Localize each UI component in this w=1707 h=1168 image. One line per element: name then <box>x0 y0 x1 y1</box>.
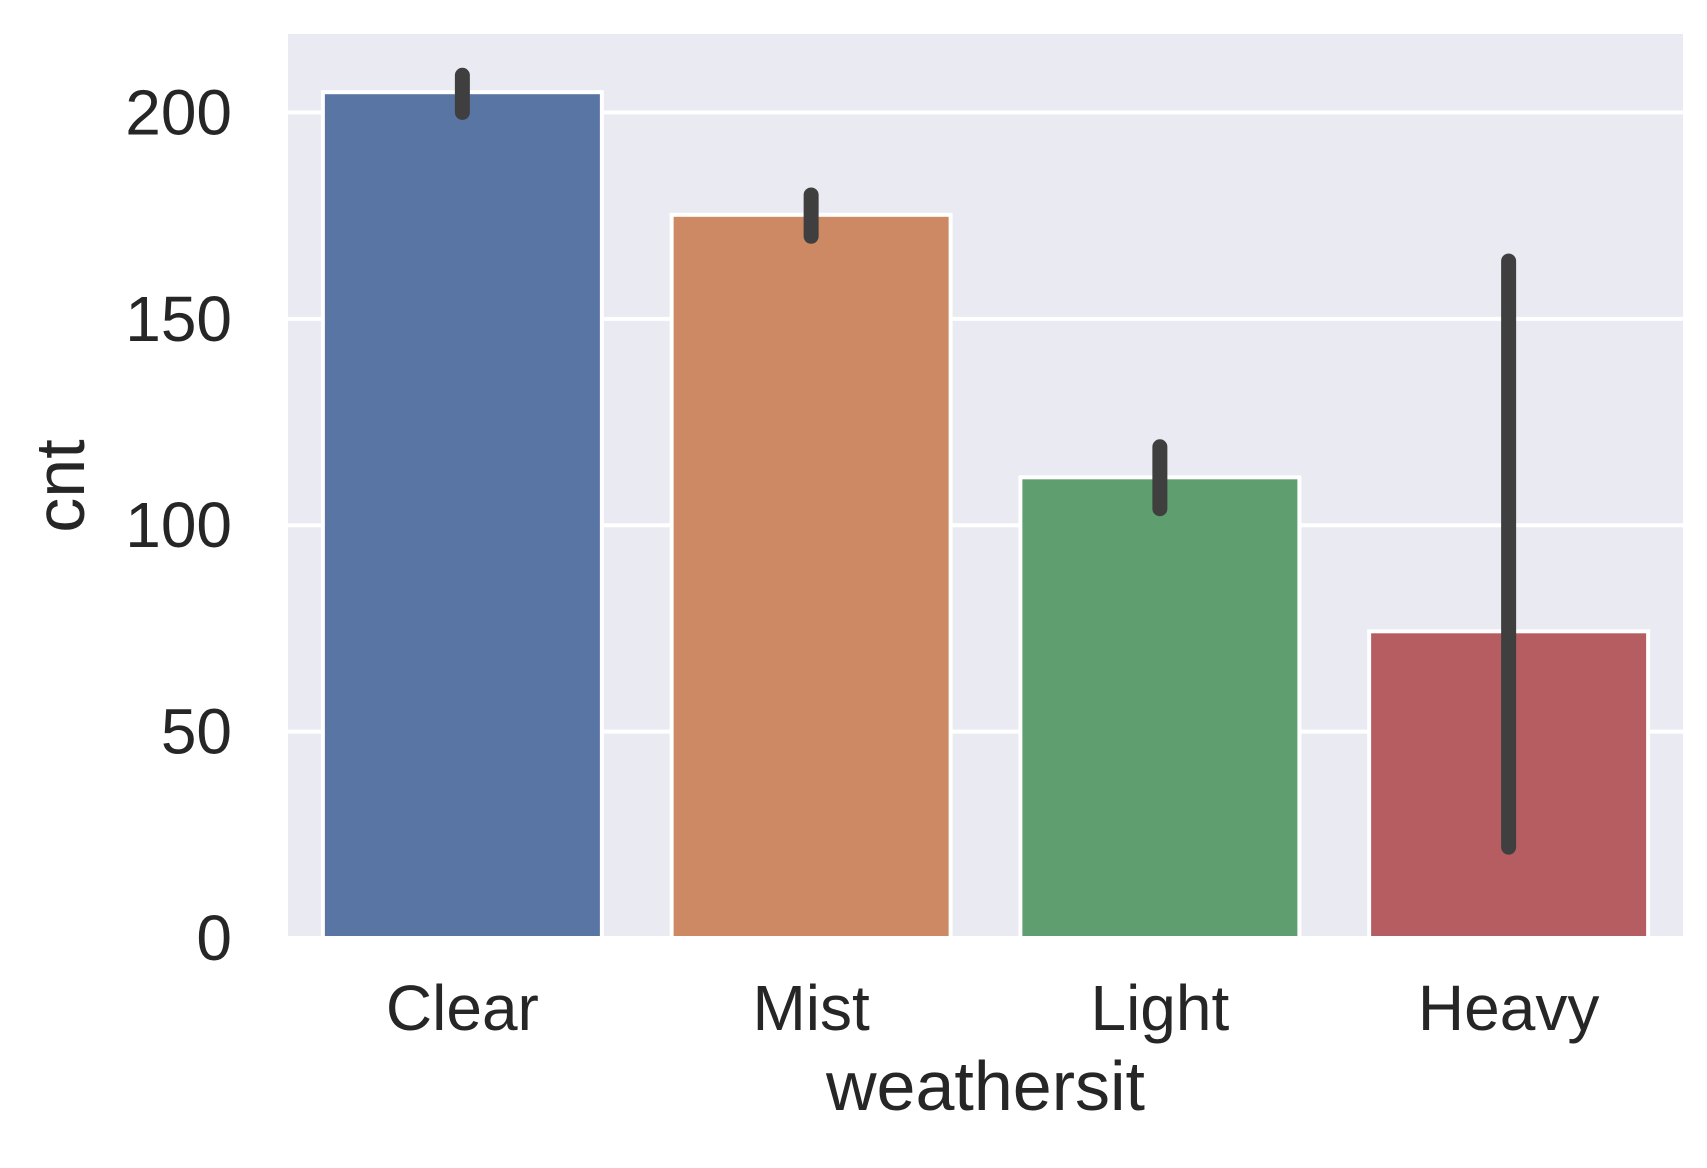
y-tick-label-100: 100 <box>125 489 232 561</box>
bar-clear <box>320 90 604 940</box>
y-axis-label: cnt <box>21 439 99 532</box>
bars <box>320 90 1651 941</box>
y-tick-label-200: 200 <box>125 76 232 148</box>
error-bars <box>454 67 1517 855</box>
x-tick-label-heavy: Heavy <box>1418 972 1599 1044</box>
x-tick-labels: Clear Mist Light Heavy <box>386 972 1599 1044</box>
bar-mist <box>669 212 953 941</box>
bar-light <box>1018 475 1302 940</box>
y-tick-label-0: 0 <box>196 902 232 974</box>
x-tick-label-light: Light <box>1090 972 1229 1044</box>
y-tick-label-50: 50 <box>161 696 232 768</box>
x-axis-label: weathersit <box>825 1047 1145 1125</box>
x-tick-label-mist: Mist <box>752 972 870 1044</box>
y-tick-labels: 0 50 100 150 200 <box>125 76 232 974</box>
y-tick-label-150: 150 <box>125 283 232 355</box>
x-tick-label-clear: Clear <box>386 972 539 1044</box>
